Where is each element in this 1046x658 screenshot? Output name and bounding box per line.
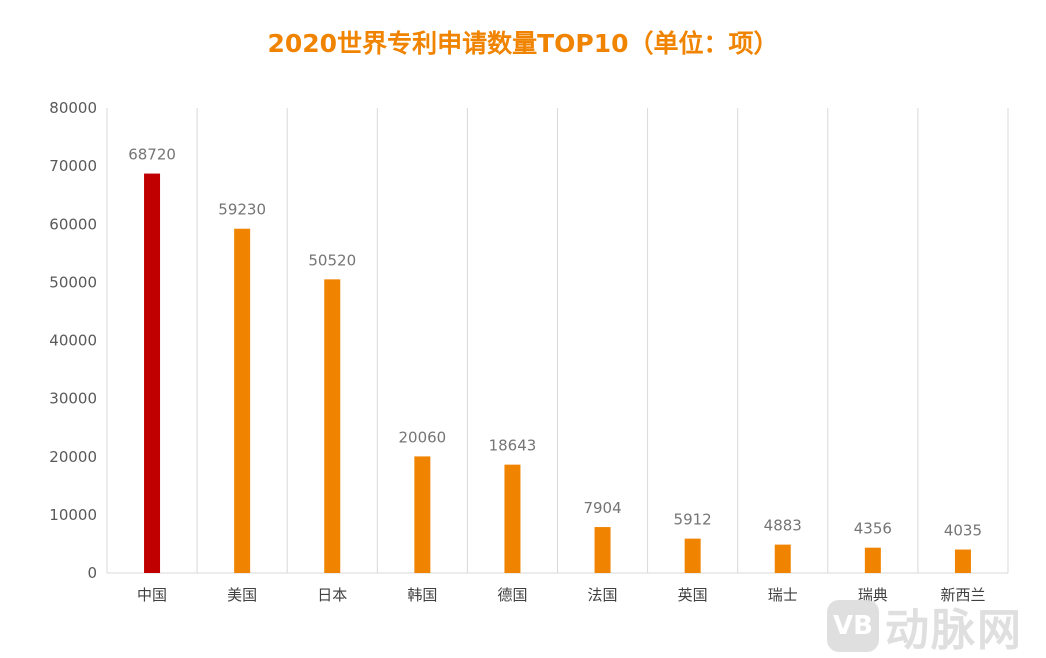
data-label: 4356 [854,520,892,538]
bar-英国 [684,538,701,573]
bar-日本 [324,279,341,573]
y-tick-label: 70000 [49,157,97,175]
y-tick-label: 0 [87,564,97,582]
x-tick-label: 英国 [678,586,708,604]
x-tick-label: 德国 [497,586,527,604]
data-label: 4883 [764,517,802,535]
bar-韩国 [414,456,431,573]
x-tick-label: 日本 [317,586,347,604]
x-tick-label: 瑞士 [768,586,798,604]
y-tick-label: 10000 [49,506,97,524]
bar-法国 [594,527,611,573]
data-label: 68720 [128,146,176,164]
watermark-text: 动脉网 [885,605,1023,656]
x-tick-label: 美国 [227,586,257,604]
data-label: 5912 [674,511,712,529]
data-label: 59230 [218,201,266,219]
y-tick-label: 30000 [49,390,97,408]
bar-瑞士 [774,544,791,573]
data-label: 50520 [308,251,356,269]
watermark: VB 动脉网 [827,594,1023,658]
x-tick-label: 新西兰 [940,586,985,604]
x-tick-label: 瑞典 [858,586,888,604]
watermark-logo: VB [827,600,879,652]
chart-title: 2020世界专利申请数量TOP10（单位：项） [267,29,779,58]
y-tick-label: 80000 [49,99,97,117]
y-tick-label: 20000 [49,448,97,466]
bar-中国 [144,173,161,573]
bar-德国 [504,464,521,573]
y-tick-label: 60000 [49,215,97,233]
data-label: 4035 [944,522,982,540]
y-tick-label: 50000 [49,273,97,291]
y-tick-label: 40000 [49,332,97,350]
x-tick-label: 韩国 [407,586,437,604]
x-tick-label: 中国 [137,586,167,604]
data-label: 20060 [398,428,446,446]
bar-瑞典 [864,547,881,573]
bar-美国 [234,228,251,573]
data-label: 18643 [489,437,537,455]
bar-新西兰 [954,549,971,573]
x-tick-label: 法国 [588,586,618,604]
data-label: 7904 [583,499,621,517]
